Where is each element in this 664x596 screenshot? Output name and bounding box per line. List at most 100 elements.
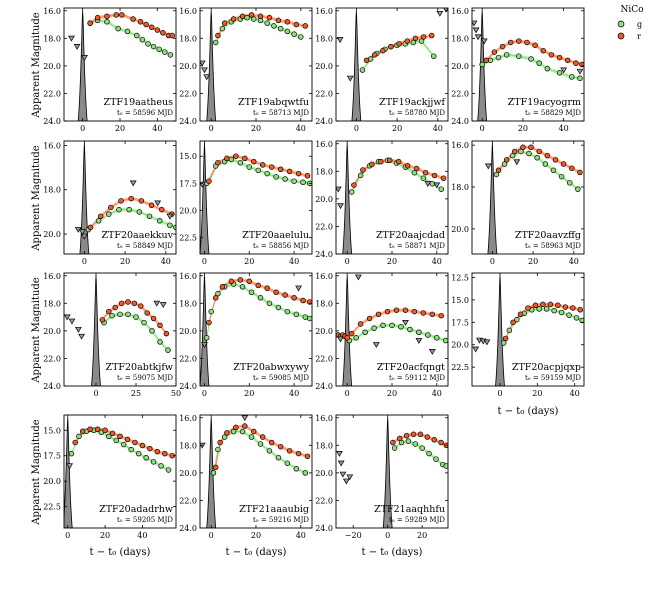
point-r (577, 169, 583, 176)
point-g (139, 36, 146, 43)
point-r (302, 23, 309, 29)
point-g (438, 186, 445, 192)
panel-name: ZTF20acpjqxp (512, 362, 581, 373)
point-r (291, 295, 297, 301)
point-r (569, 165, 575, 171)
point-r (215, 32, 221, 39)
point-r (393, 307, 400, 313)
panel-plot-area (472, 10, 584, 121)
peak-shape (495, 275, 505, 386)
point-g (239, 284, 246, 290)
legend-marker-r (617, 32, 625, 40)
point-r (397, 435, 403, 442)
ylabel-row-1: Apparent Magnitude (31, 12, 42, 118)
panel-ZTF20abwxywy: 0 20 40 16.0 18.0 20.0 22.0 24.0 ZTF20abwxywyt₀ … (179, 272, 313, 398)
point-r (384, 308, 391, 315)
x-tick-label: 0 (354, 124, 359, 133)
y-tick-label: 20.0 (451, 341, 469, 350)
point-r (548, 52, 555, 58)
x-tick-label: 40 (152, 124, 162, 133)
point-g (158, 463, 164, 469)
point-g (230, 428, 237, 435)
upper-limit-marker (337, 336, 344, 343)
peak-shape (382, 417, 393, 528)
point-r (259, 162, 266, 168)
x-tick-label: 0 (209, 531, 214, 540)
point-r (219, 284, 226, 290)
upper-limit-marker (472, 20, 478, 27)
point-g (120, 441, 127, 448)
point-g (419, 445, 425, 451)
legend: NiCo g r (617, 5, 644, 41)
y-tick-label: 17.5 (43, 452, 61, 461)
upper-limit-marker (153, 300, 161, 307)
y-tick-label: 24.0 (179, 117, 197, 126)
x-tick-label: 40 (289, 389, 299, 398)
point-g (246, 164, 253, 170)
point-g (426, 450, 432, 457)
point-g (113, 437, 120, 444)
model-band-g (206, 282, 310, 340)
point-g (558, 309, 565, 316)
panel-plot-area (200, 10, 309, 121)
point-g (302, 314, 309, 320)
point-r (124, 436, 131, 443)
point-g (430, 53, 437, 59)
point-g (479, 61, 485, 68)
panel-name: ZTF20aavzffg (515, 230, 581, 241)
x-tick-label: 40 (433, 124, 443, 133)
point-r (410, 431, 417, 438)
point-g (203, 335, 210, 341)
point-r (237, 277, 244, 283)
x-tick-label: 20 (251, 124, 261, 133)
point-g (556, 70, 563, 76)
y-tick-label: 18.0 (315, 441, 333, 450)
upper-limit-marker (66, 463, 74, 470)
panel-t0: t₀ = 58849 MJD (117, 242, 173, 250)
y-tick-label: 16.0 (451, 141, 469, 150)
point-g (210, 470, 217, 476)
panel-frame (335, 7, 449, 122)
point-r (87, 426, 93, 433)
point-r (438, 439, 444, 446)
point-g (76, 433, 82, 440)
point-g (516, 53, 522, 59)
panel-frame (199, 140, 313, 255)
x-tick-label: 40 (569, 257, 579, 266)
legend-label-r: r (637, 32, 641, 41)
y-tick-label: 24.0 (451, 117, 469, 126)
point-g (133, 314, 139, 320)
upper-limit-marker (339, 471, 347, 478)
point-g (228, 156, 235, 163)
x-tick-label: −20 (345, 531, 362, 540)
y-tick-label: 20.0 (179, 327, 197, 336)
y-tick-label: 20.0 (43, 477, 61, 486)
point-r (169, 32, 176, 39)
point-r (273, 289, 279, 296)
point-g (443, 337, 448, 344)
y-tick-label: 16.0 (451, 7, 469, 16)
point-r (109, 430, 116, 437)
y-tick-label: 20.0 (43, 62, 61, 71)
point-r (573, 60, 579, 66)
panel-ZTF19acyogrm: 0 20 40 16.0 18.0 20.0 22.0 24.0 ZTF19acyogrmt₀ … (451, 7, 585, 133)
x-tick-label: 0 (480, 124, 485, 133)
point-r (503, 157, 510, 163)
x-tick-label: 0 (345, 257, 350, 266)
point-r (246, 278, 253, 285)
point-r (431, 172, 438, 179)
y-tick-label: 18.0 (315, 34, 333, 43)
panel-plot-area (472, 275, 584, 386)
point-g (167, 222, 173, 228)
point-r (97, 213, 104, 220)
point-r (420, 310, 427, 316)
upper-limit-marker (337, 203, 344, 210)
point-r (412, 35, 419, 42)
point-r (212, 464, 219, 471)
panel-frame (471, 7, 585, 122)
point-g (536, 306, 542, 312)
panel-plot-area (74, 143, 176, 254)
point-r (577, 307, 584, 313)
point-r (233, 153, 239, 159)
